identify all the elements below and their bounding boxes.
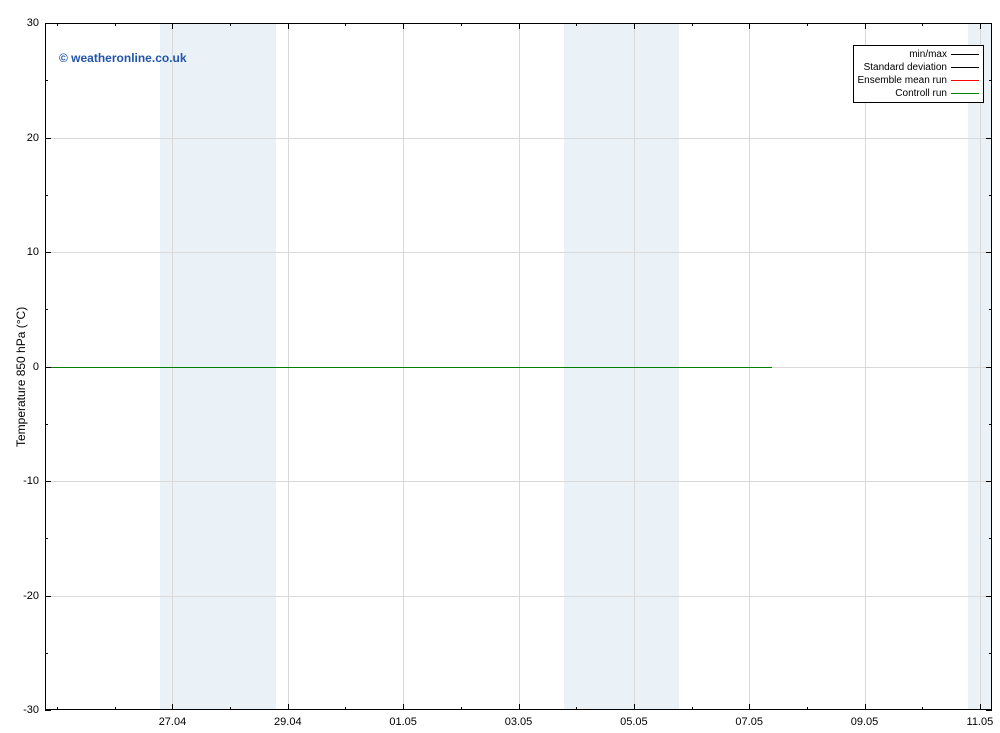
legend-label: Controll run (895, 88, 951, 99)
x-tick-major (403, 704, 404, 710)
x-tick-minor (692, 23, 693, 26)
x-tick-minor (115, 23, 116, 26)
x-tick-major (403, 23, 404, 29)
y-tick-label: 10 (27, 246, 45, 258)
legend-swatch (951, 80, 979, 81)
x-tick-major (519, 704, 520, 710)
x-tick-major (749, 704, 750, 710)
x-tick-minor (461, 23, 462, 26)
y-tick-major (45, 481, 51, 482)
x-tick-major (980, 704, 981, 710)
y-tick-major (986, 481, 992, 482)
x-tick-major (865, 704, 866, 710)
y-tick-minor (45, 653, 48, 654)
y-tick-major (986, 710, 992, 711)
x-tick-minor (576, 707, 577, 710)
legend-swatch (951, 54, 979, 55)
x-tick-label: 03.05 (505, 710, 533, 728)
legend-item: min/max (858, 48, 980, 61)
x-tick-minor (807, 707, 808, 710)
y-axis-label: Temperature 850 hPa (°C) (14, 306, 28, 446)
y-tick-minor (989, 195, 992, 196)
y-tick-major (45, 367, 51, 368)
legend-swatch (951, 93, 979, 94)
x-tick-label: 11.05 (967, 710, 994, 728)
y-tick-major (45, 138, 51, 139)
gridline-vertical (865, 23, 866, 710)
x-tick-label: 07.05 (735, 710, 763, 728)
x-tick-major (172, 23, 173, 29)
plot-area: -30-20-100102030 27.0429.0401.0503.0505.… (45, 23, 992, 710)
x-tick-minor (345, 707, 346, 710)
y-tick-label: -20 (23, 590, 45, 602)
x-tick-label: 01.05 (389, 710, 417, 728)
y-tick-minor (45, 80, 48, 81)
y-tick-label: 0 (33, 361, 45, 373)
legend-item: Controll run (858, 87, 980, 100)
x-tick-minor (576, 23, 577, 26)
y-tick-label: 20 (27, 132, 45, 144)
y-tick-major (45, 252, 51, 253)
legend-label: Standard deviation (864, 62, 951, 73)
y-tick-minor (989, 80, 992, 81)
y-tick-label: 30 (27, 17, 45, 29)
chart-container: CMC-ENS Time Series Trawscoed Th. 25.04.… (0, 0, 1000, 733)
x-tick-major (980, 23, 981, 29)
x-tick-label: 05.05 (620, 710, 648, 728)
x-tick-major (288, 23, 289, 29)
x-tick-minor (461, 707, 462, 710)
y-tick-major (45, 23, 51, 24)
y-tick-major (986, 252, 992, 253)
y-tick-label: -10 (23, 475, 45, 487)
y-tick-minor (989, 653, 992, 654)
x-tick-minor (230, 707, 231, 710)
x-tick-minor (692, 707, 693, 710)
y-tick-major (45, 710, 51, 711)
x-tick-label: 09.05 (851, 710, 879, 728)
y-tick-major (986, 23, 992, 24)
x-tick-minor (115, 707, 116, 710)
y-tick-major (986, 138, 992, 139)
legend: min/max Standard deviation Ensemble mean r… (853, 45, 985, 103)
x-tick-minor (230, 23, 231, 26)
y-tick-minor (989, 309, 992, 310)
x-tick-major (172, 704, 173, 710)
x-tick-minor (807, 23, 808, 26)
y-tick-minor (45, 309, 48, 310)
x-tick-minor (57, 707, 58, 710)
y-tick-minor (45, 424, 48, 425)
x-tick-major (749, 23, 750, 29)
x-tick-major (288, 704, 289, 710)
x-tick-major (634, 23, 635, 29)
series-controll-run (45, 367, 772, 368)
y-tick-label: -30 (23, 704, 45, 716)
y-tick-major (986, 367, 992, 368)
legend-swatch (951, 67, 979, 68)
gridline-vertical (980, 23, 981, 710)
x-tick-minor (922, 23, 923, 26)
y-tick-minor (45, 195, 48, 196)
x-tick-major (519, 23, 520, 29)
x-tick-major (865, 23, 866, 29)
x-tick-minor (345, 23, 346, 26)
y-tick-minor (45, 538, 48, 539)
legend-item: Standard deviation (858, 61, 980, 74)
legend-item: Ensemble mean run (858, 74, 980, 87)
x-tick-label: 27.04 (159, 710, 187, 728)
y-tick-minor (989, 424, 992, 425)
y-tick-major (986, 596, 992, 597)
y-tick-minor (989, 538, 992, 539)
x-tick-label: 29.04 (274, 710, 302, 728)
x-tick-minor (57, 23, 58, 26)
x-tick-minor (922, 707, 923, 710)
y-tick-major (45, 596, 51, 597)
legend-label: min/max (909, 49, 951, 60)
x-tick-major (634, 704, 635, 710)
legend-label: Ensemble mean run (858, 75, 952, 86)
watermark: © weatheronline.co.uk (59, 51, 187, 65)
